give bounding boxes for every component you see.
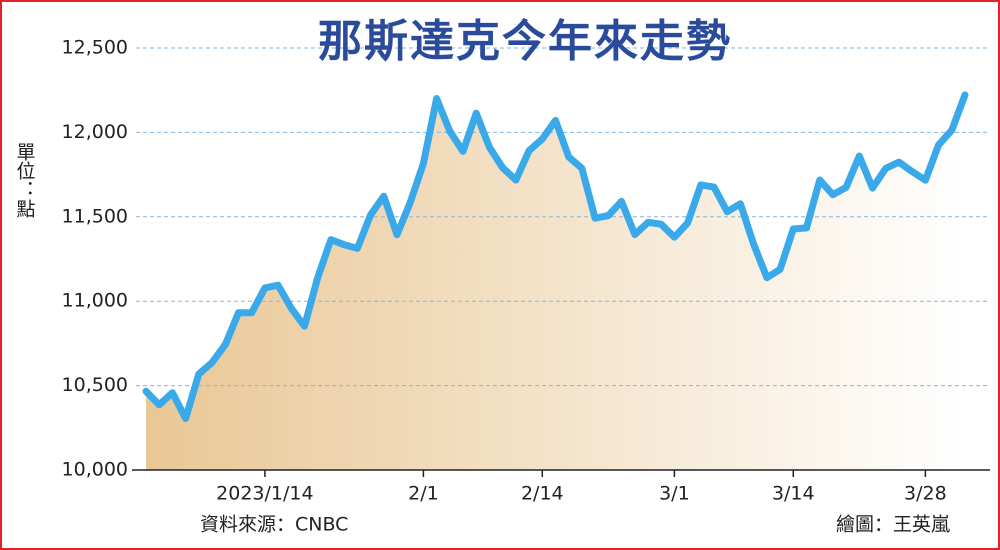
y-tick-label: 10,500 <box>62 374 128 396</box>
x-tick-label: 3/28 <box>904 483 947 505</box>
source-note: 資料來源：CNBC <box>200 514 348 536</box>
y-tick-label: 11,500 <box>62 205 128 227</box>
chart-title: 那斯達克今年來走勢 <box>318 16 732 67</box>
x-tick-label: 2/1 <box>408 483 439 505</box>
y-tick-label: 12,500 <box>62 37 128 59</box>
y-axis-label: 單位：點 <box>14 142 36 218</box>
y-tick-label: 11,000 <box>62 290 128 312</box>
area <box>146 94 965 471</box>
x-tick-label: 3/1 <box>659 483 690 505</box>
line <box>142 91 969 422</box>
credit-note: 繪圖：王英嵐 <box>836 514 950 536</box>
y-tick-label: 12,000 <box>62 121 128 143</box>
x-tick-label: 2/14 <box>521 483 564 505</box>
y-tick-label: 10,000 <box>62 459 128 481</box>
x-tick-label: 2023/1/14 <box>216 483 313 505</box>
x-tick-label: 3/14 <box>772 483 815 505</box>
